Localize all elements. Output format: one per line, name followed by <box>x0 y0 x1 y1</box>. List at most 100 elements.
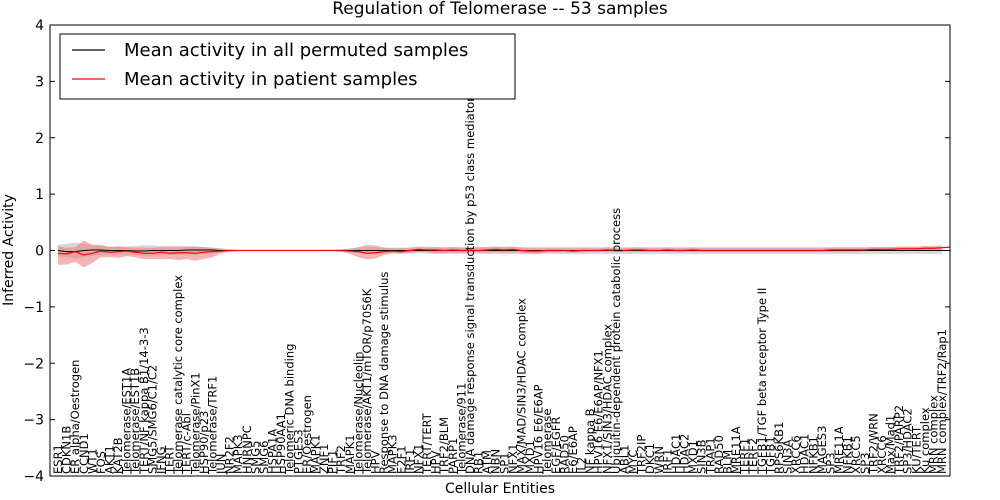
entity-label: CCND1 <box>77 433 91 474</box>
entity-label: Telomeric DNA binding <box>283 344 297 475</box>
entity-label: DKC1 <box>643 443 657 474</box>
entity-label: SP3 <box>823 452 837 474</box>
entity-label: Ku complex <box>918 407 932 474</box>
entity-label: XRCC6 <box>789 435 803 474</box>
y-tick-label: 4 <box>35 18 44 34</box>
entity-label: HPV <box>369 450 383 474</box>
entity-label: EGF/EGFR <box>549 417 563 474</box>
entity-label: Response to DNA damage stimulus <box>377 272 391 474</box>
entity-label: SMG6 <box>257 441 271 474</box>
entity-label: MAX/MAD/SIN3/HDAC complex <box>514 298 528 474</box>
entity-label: CDKN1B <box>60 426 74 474</box>
entity-label: Telomerase/EST1A <box>120 368 134 475</box>
entity-label: IL2 <box>575 457 589 474</box>
entity-label: MAPK1 <box>308 434 322 474</box>
entity-label: PARP1 <box>446 438 460 474</box>
entity-label: Telomerase/EST1B <box>128 368 142 475</box>
entity-label: MRN complex/TRF2/Rap1 <box>935 329 949 474</box>
entity-label: HPV16 E6/E6AP/NFX1 <box>592 350 606 474</box>
entity-label: TERT/c-Abl <box>180 413 194 475</box>
entity-label: PIF1 <box>326 450 340 474</box>
y-tick-label: 3 <box>35 74 44 90</box>
entity-label: HSP90AA1 <box>274 413 288 474</box>
entity-label: MAGES3 <box>815 426 829 474</box>
chart-title: Regulation of Telomerase -- 53 samples <box>332 0 668 19</box>
entity-label: E2F1 <box>394 445 408 474</box>
entity-label: NFX1 <box>506 444 520 474</box>
entity-label: SP1 <box>497 452 511 474</box>
entity-label: ER/Oestrogen <box>300 395 314 474</box>
entity-label: SMG5/SMG6/C1/C2 <box>145 365 159 474</box>
entity-label: ZNF1 <box>317 444 331 474</box>
entity-label: WT1 <box>85 448 99 474</box>
series-lines <box>57 246 950 256</box>
entity-label: HSPA1A <box>266 429 280 474</box>
entity-label: RAD50 <box>712 435 726 474</box>
entity-label: HDAC1 <box>669 434 683 474</box>
axes: −4 −3 −2 −1 0 1 2 3 4 <box>23 18 951 485</box>
entity-label: TERT/TERT <box>420 412 434 475</box>
entity-label: ATM <box>480 450 494 474</box>
y-tick-label: 2 <box>35 131 44 147</box>
entity-label: FOS <box>94 451 108 474</box>
entity-label: TGFB1 <box>763 436 777 475</box>
y-tick-label: −2 <box>23 356 44 372</box>
entity-label: TERF2 <box>746 438 760 475</box>
entity-label: SP3/HDAC2 <box>901 408 915 474</box>
entity-label: HDAC1 <box>798 434 812 474</box>
y-tick-label: −3 <box>23 413 44 429</box>
entity-label: SP3 <box>858 452 872 474</box>
entity-label: XRCC5 <box>849 435 863 474</box>
y-tick-label: −4 <box>23 469 44 485</box>
entity-label: TERT/NF kappa B1/14-3-3 <box>137 327 151 475</box>
entity-label: DNA damage response signal transduction … <box>463 97 477 474</box>
y-tick-label: 0 <box>35 244 44 260</box>
entity-label: HSP90/p23 <box>197 411 211 474</box>
entity-label: MRN complex <box>926 395 940 474</box>
y-tick-label: 1 <box>35 187 44 203</box>
entity-label: Telomerase catalytic core complex <box>171 275 185 475</box>
entity-label: RB1 <box>472 451 486 474</box>
entity-label: Telomerase/PinX1 <box>188 372 202 475</box>
entity-label: MXD1 <box>523 440 537 474</box>
entity-label: Telomerase/911 <box>454 383 468 475</box>
entity-label: HPV16 E6/E6AP <box>532 384 546 474</box>
entity-label: SIN3A <box>781 439 795 474</box>
entity-label: MAPK3 <box>231 434 245 474</box>
entity-label: TERT <box>163 445 177 475</box>
entity-label: E6/E6AP <box>566 426 580 474</box>
entity-label: HPV <box>429 450 443 474</box>
entity-label: Max/Mad1 <box>884 415 898 474</box>
entity-label: AKT1 <box>103 445 117 474</box>
entity-label: Ubiquitin-dependent protein catabolic pr… <box>609 208 623 474</box>
legend-permuted-label: Mean activity in all permuted samples <box>124 40 468 61</box>
patient-mean-line <box>57 246 950 256</box>
entity-label: TRF2/PARP2 <box>892 405 906 475</box>
entity-label: NBN <box>489 449 503 474</box>
entity-label: TRF2/BLM <box>437 417 451 475</box>
entity-label: ESR1 <box>51 444 65 474</box>
entity-label: Telomerase <box>540 409 554 476</box>
entity-label: RAD50 <box>557 435 571 474</box>
entity-label: SMG5 <box>248 441 262 474</box>
x-axis-title: Cellular Entities <box>445 481 555 497</box>
entity-label: TERF1 <box>738 438 752 475</box>
entity-label: IRF1 <box>403 449 417 474</box>
entity-label: NFX1/SIN3/HDAC complex <box>600 324 614 474</box>
entity-label: BLM <box>720 450 734 474</box>
entity-label: TRF2IP <box>635 435 649 475</box>
entity-label: TRAP1 <box>703 437 717 475</box>
entity-label: NFX1 <box>411 444 425 474</box>
entity-label: TRF2/WRN <box>866 413 880 475</box>
entity-label: HNRNPC <box>240 425 254 474</box>
entity-label: NFKB1 <box>806 436 820 474</box>
entity-label: TRF2 <box>334 445 348 475</box>
entity-label: PTGES3 <box>291 429 305 474</box>
entity-label: Telomerase/AKT1/mTOR/p70S6K <box>360 288 374 475</box>
entity-label: MXD1 <box>686 440 700 474</box>
entity-label: IFNG <box>154 446 168 474</box>
entity-label: KU/TERT <box>909 425 923 474</box>
entity-label: ER alpha/Oestrogen <box>68 360 82 474</box>
entity-label: MRE11A <box>729 426 743 474</box>
